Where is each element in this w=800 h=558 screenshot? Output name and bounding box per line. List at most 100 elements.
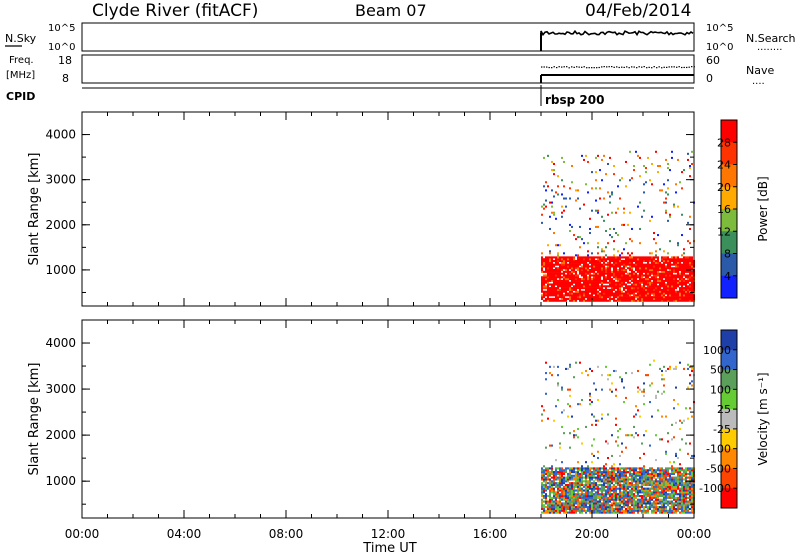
data-cell [655,396,657,399]
data-cell [681,509,683,512]
data-cell [563,263,565,266]
data-cell [671,502,673,505]
data-cell [585,469,587,472]
data-cell [691,288,693,291]
data-cell [619,278,621,281]
data-cell [635,288,637,291]
data-cell [577,236,579,239]
data-cell [583,471,585,474]
data-cell [609,296,611,299]
data-cell [679,498,681,501]
data-cell [639,415,641,418]
data-cell [601,158,603,161]
data-cell [591,491,593,494]
colorbar-swatch [721,231,737,254]
data-cell [675,294,677,297]
data-cell [657,265,659,268]
data-cell [557,478,559,481]
data-cell [621,283,623,286]
data-cell [633,279,635,282]
data-cell [543,290,545,293]
data-cell [621,487,623,490]
data-cell [603,506,605,509]
data-cell [623,506,625,509]
data-cell [567,474,569,477]
data-cell [629,496,631,499]
data-cell [601,281,603,284]
data-cell [679,489,681,492]
data-cell [657,493,659,496]
data-cell [587,297,589,300]
data-cell [659,438,661,441]
data-cell [675,500,677,503]
data-cell [605,500,607,503]
data-cell [553,502,555,505]
data-cell [569,278,571,281]
data-cell [603,471,605,474]
data-cell [663,471,665,474]
data-cell [641,258,643,261]
data-cell [591,263,593,266]
data-cell [591,209,593,212]
data-cell [547,258,549,261]
data-cell [659,189,661,192]
data-cell [601,250,603,253]
data-cell [597,276,599,279]
data-cell [663,287,665,290]
data-cell [579,283,581,286]
data-cell [559,276,561,279]
data-cell [689,288,691,291]
data-cell [553,256,555,259]
data-cell [571,258,573,261]
data-cell [605,493,607,496]
data-cell [619,299,621,302]
data-cell [677,500,679,503]
data-cell [593,454,595,457]
data-cell [557,254,559,257]
data-cell [597,265,599,268]
data-cell [613,258,615,261]
data-cell [691,489,693,492]
data-cell [581,474,583,477]
data-cell [561,285,563,288]
data-cell [561,494,563,498]
data-cell [565,205,567,208]
data-cell [547,506,549,509]
data-cell [575,276,577,279]
data-cell [583,258,585,261]
data-cell [681,276,683,279]
data-cell [545,511,547,514]
data-cell [653,292,655,295]
data-cell [589,270,591,273]
data-cell [635,285,637,288]
data-cell [561,179,563,182]
data-cell [649,270,651,273]
data-cell [601,507,603,511]
data-cell [591,502,593,505]
data-cell [645,290,647,293]
data-cell [679,493,681,496]
data-cell [681,498,683,501]
data-cell [567,506,569,509]
data-cell [597,274,599,277]
data-cell [551,283,553,286]
data-cell [647,294,649,297]
data-cell [583,509,585,512]
data-cell [641,489,643,492]
data-cell [609,279,611,282]
data-cell [587,465,589,468]
data-cell [679,274,681,277]
data-cell [541,265,543,268]
data-cell [659,265,661,268]
data-cell [653,272,655,275]
data-cell [663,259,665,263]
data-cell [555,509,557,512]
data-cell [627,281,629,284]
data-cell [563,160,565,163]
data-cell [571,493,573,496]
data-cell [545,478,547,481]
data-cell [643,403,645,406]
data-cell [567,511,569,514]
data-cell [645,496,647,499]
data-cell [549,252,551,255]
